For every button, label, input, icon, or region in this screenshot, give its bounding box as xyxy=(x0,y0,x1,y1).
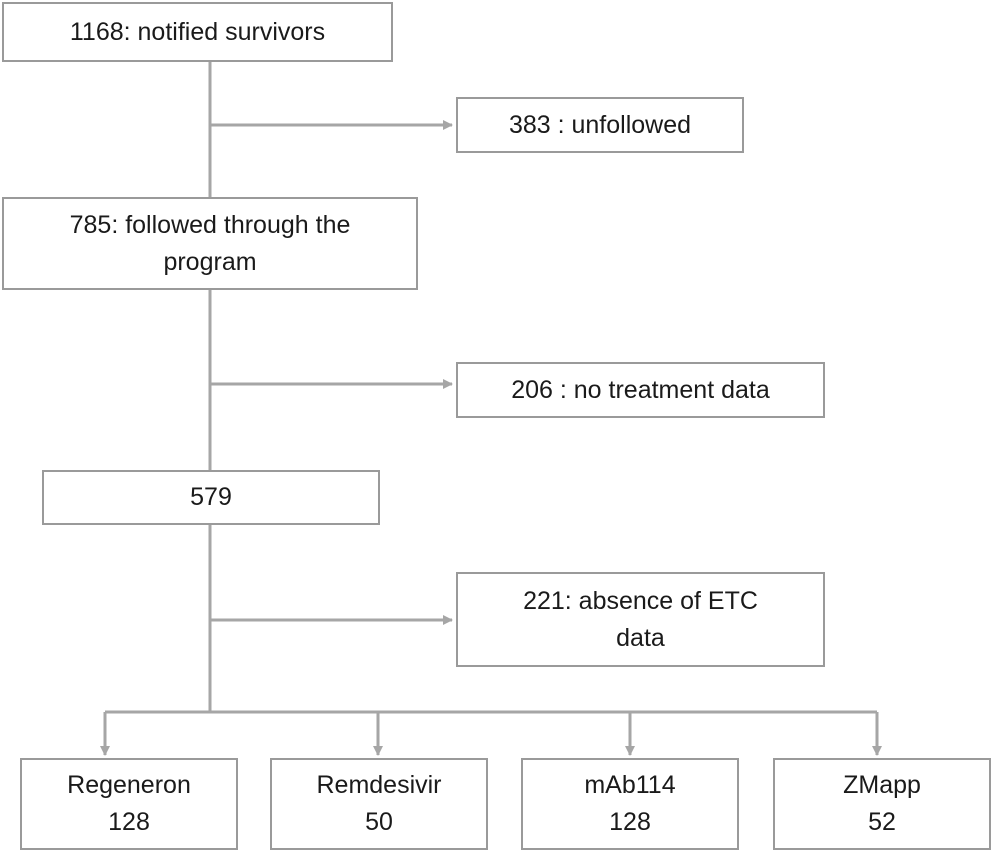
node-label: mAb114 xyxy=(584,771,676,799)
node: 383 : unfollowed xyxy=(456,97,744,153)
node: 221: absence of ETC data xyxy=(456,572,825,667)
node-label: 785: followed through the xyxy=(69,210,351,239)
node-label: 50 xyxy=(365,808,393,836)
node-label: 383 : unfollowed xyxy=(508,110,692,139)
node-label: Regeneron xyxy=(67,771,191,799)
node-label: 52 xyxy=(868,808,896,836)
node-label: program xyxy=(163,247,257,276)
node: mAb114 128 xyxy=(521,758,739,850)
node: 579 xyxy=(42,470,380,525)
node-label: data xyxy=(616,623,665,652)
node-label: 206 : no treatment data xyxy=(511,375,770,404)
node-label: 221: absence of ETC xyxy=(523,586,758,615)
node: 1168: notified survivors xyxy=(2,2,393,62)
node-label: Remdesivir xyxy=(316,771,442,799)
node: Regeneron 128 xyxy=(20,758,238,850)
node-label: 1168: notified survivors xyxy=(69,17,326,46)
node-label: ZMapp xyxy=(843,771,921,799)
node: 785: followed through the program xyxy=(2,197,418,290)
node-label: 579 xyxy=(190,483,232,511)
node-label: 128 xyxy=(609,808,651,836)
node: 206 : no treatment data xyxy=(456,362,825,418)
node: Remdesivir 50 xyxy=(270,758,488,850)
node-label: 128 xyxy=(108,808,150,836)
node: ZMapp 52 xyxy=(773,758,991,850)
